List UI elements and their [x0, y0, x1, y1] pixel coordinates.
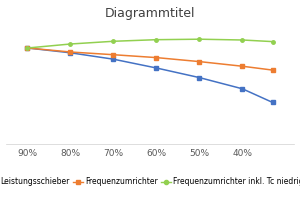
- Title: Diagrammtitel: Diagrammtitel: [105, 7, 195, 20]
- Legend: Leistungsschieber, Frequenzumrichter, Frequenzumrichter inkl. Tc niedriger: Leistungsschieber, Frequenzumrichter, Fr…: [0, 174, 300, 189]
